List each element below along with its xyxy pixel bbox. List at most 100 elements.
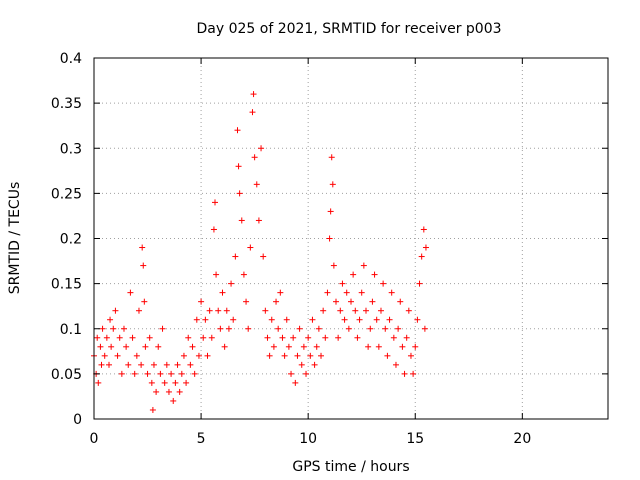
data-point	[232, 253, 239, 260]
data-point	[384, 352, 391, 359]
data-point	[414, 316, 421, 323]
data-point	[343, 289, 350, 296]
y-tick-label: 0.35	[51, 96, 82, 112]
data-point	[107, 316, 114, 323]
data-point	[221, 343, 228, 350]
data-point	[103, 334, 110, 341]
data-point	[401, 370, 408, 377]
data-point	[362, 307, 369, 314]
data-point	[264, 334, 271, 341]
data-point	[296, 325, 303, 332]
data-point	[180, 352, 187, 359]
data-point	[142, 343, 149, 350]
data-point	[324, 289, 331, 296]
data-point	[215, 307, 222, 314]
data-point	[388, 289, 395, 296]
y-tick-label: 0.05	[51, 367, 82, 383]
data-point	[168, 370, 175, 377]
data-point	[174, 361, 181, 368]
data-point	[131, 370, 138, 377]
data-point	[149, 406, 156, 413]
data-point	[118, 370, 125, 377]
data-point	[350, 271, 357, 278]
data-point	[120, 325, 127, 332]
data-point	[234, 127, 241, 134]
data-point	[407, 352, 414, 359]
data-point	[329, 181, 336, 188]
data-point	[275, 325, 282, 332]
data-point	[112, 307, 119, 314]
data-point	[277, 289, 284, 296]
data-point	[94, 334, 101, 341]
data-point	[335, 334, 342, 341]
data-point	[123, 343, 130, 350]
data-point	[322, 334, 329, 341]
data-point	[208, 334, 215, 341]
data-point	[108, 343, 115, 350]
x-tick-label: 20	[513, 431, 531, 447]
data-point	[266, 352, 273, 359]
data-point	[303, 370, 310, 377]
data-point	[144, 370, 151, 377]
data-point	[116, 334, 123, 341]
data-point	[235, 163, 242, 170]
data-point	[153, 388, 160, 395]
data-point	[97, 343, 104, 350]
data-point	[200, 334, 207, 341]
data-point	[371, 271, 378, 278]
data-point	[283, 316, 290, 323]
gridlines	[94, 58, 608, 419]
data-point	[129, 334, 136, 341]
data-point	[328, 154, 335, 161]
data-point	[213, 271, 220, 278]
data-point	[326, 235, 333, 242]
data-point	[320, 307, 327, 314]
data-point	[313, 343, 320, 350]
data-point	[172, 379, 179, 386]
data-point	[135, 307, 142, 314]
data-point	[138, 361, 145, 368]
data-point	[327, 208, 334, 215]
data-point	[146, 334, 153, 341]
data-point	[223, 307, 230, 314]
data-point	[358, 289, 365, 296]
data-point	[330, 262, 337, 269]
data-point	[159, 325, 166, 332]
data-point	[141, 298, 148, 305]
data-point	[249, 109, 256, 116]
data-point	[202, 316, 209, 323]
x-tick-labels: 0 5 10 15 20	[90, 431, 532, 447]
data-point	[204, 352, 211, 359]
data-point	[127, 289, 134, 296]
data-point	[410, 370, 417, 377]
data-point	[230, 316, 237, 323]
data-point	[270, 343, 277, 350]
data-point	[225, 325, 232, 332]
data-points	[91, 91, 429, 413]
chart-title: Day 025 of 2021, SRMTID for receiver p00…	[196, 21, 501, 37]
data-point	[185, 334, 192, 341]
y-tick-label: 0.3	[60, 141, 82, 157]
data-point	[273, 298, 280, 305]
data-point	[245, 325, 252, 332]
data-point	[315, 325, 322, 332]
data-point	[243, 298, 250, 305]
data-point	[285, 343, 292, 350]
data-point	[165, 388, 172, 395]
data-point	[114, 352, 121, 359]
data-point	[397, 298, 404, 305]
data-point	[360, 262, 367, 269]
data-point	[105, 361, 112, 368]
data-point	[157, 370, 164, 377]
data-point	[333, 298, 340, 305]
data-point	[318, 352, 325, 359]
data-point	[421, 325, 428, 332]
data-point	[187, 361, 194, 368]
y-tick-label: 0	[73, 412, 82, 428]
axis-ticks	[93, 57, 608, 420]
data-point	[386, 316, 393, 323]
data-point	[236, 190, 243, 197]
data-point	[403, 334, 410, 341]
data-point	[219, 289, 226, 296]
